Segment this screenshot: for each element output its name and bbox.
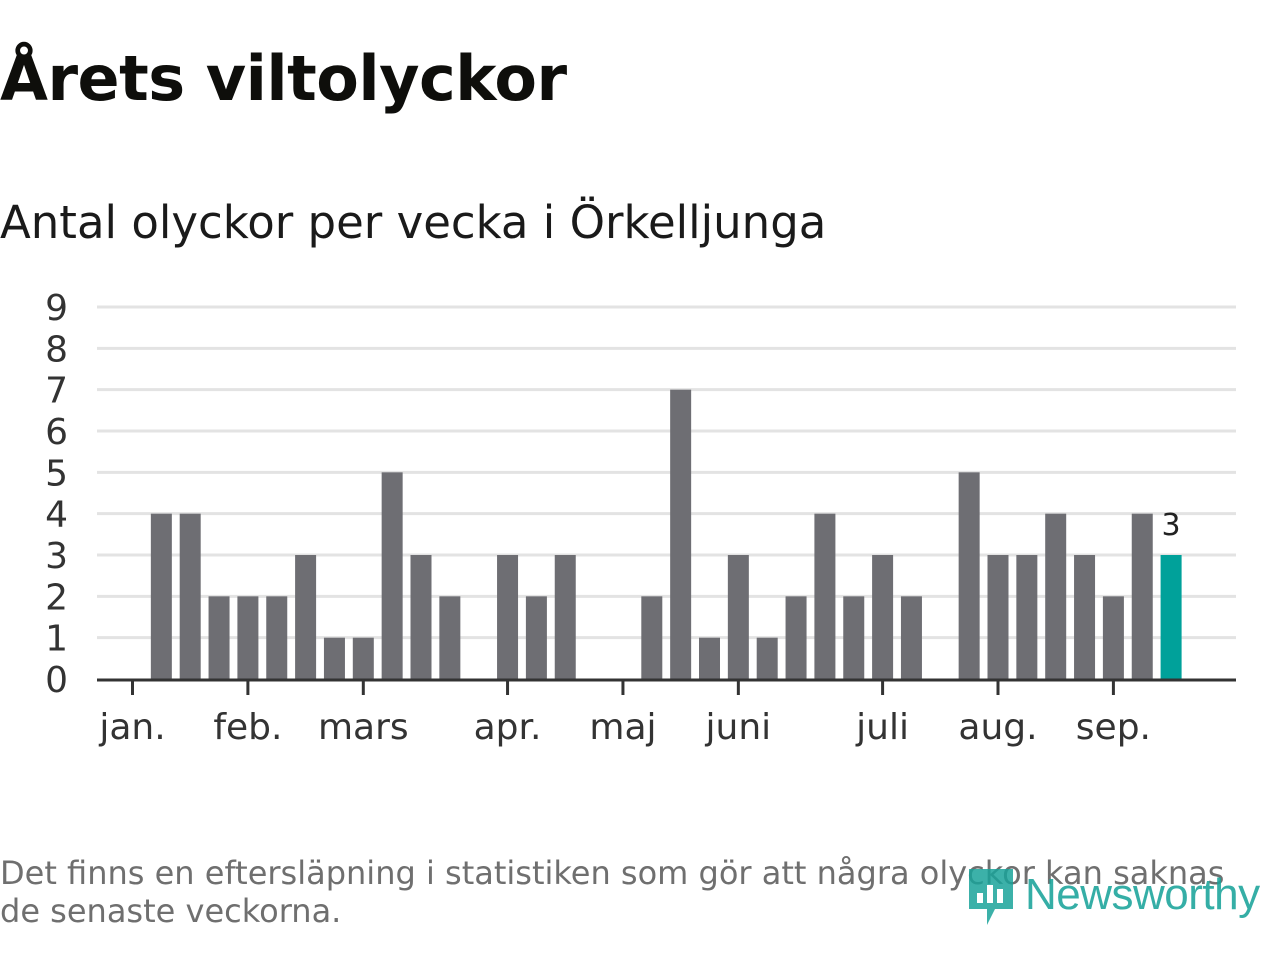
bar xyxy=(872,555,894,679)
bar xyxy=(208,596,230,679)
bar xyxy=(237,596,259,679)
y-tick-label: 5 xyxy=(45,453,68,494)
month-label: mars xyxy=(318,707,409,748)
x-axis-ticks: jan. feb. mars apr. maj juni juli aug. sep. xyxy=(98,679,1151,748)
bar xyxy=(497,555,519,679)
month-label: juni xyxy=(705,707,772,748)
month-label: jan. xyxy=(98,707,165,748)
bar xyxy=(987,555,1009,679)
y-tick-label: 2 xyxy=(45,577,68,618)
bar xyxy=(266,596,288,679)
y-tick-label: 3 xyxy=(45,536,68,577)
bar xyxy=(1102,596,1124,679)
newsworthy-logo: Newsworthy xyxy=(965,862,1260,928)
bar xyxy=(410,555,432,679)
bar xyxy=(554,555,576,679)
y-tick-label: 6 xyxy=(45,412,68,453)
y-tick-label: 9 xyxy=(45,288,68,329)
month-label: maj xyxy=(589,707,656,748)
bar xyxy=(323,637,345,679)
chart-subtitle: Antal olyckor per vecka i Örkelljunga xyxy=(0,196,827,249)
bar-highlight xyxy=(1160,555,1182,679)
bar xyxy=(439,596,461,679)
bar xyxy=(785,596,807,679)
data-labels: 3 xyxy=(1162,508,1181,543)
y-tick-label: 8 xyxy=(45,329,68,370)
bar xyxy=(814,513,836,679)
bars xyxy=(150,389,1182,679)
bar xyxy=(1131,513,1153,679)
bar xyxy=(843,596,865,679)
bar xyxy=(381,472,403,679)
newsworthy-logo-icon xyxy=(969,869,1013,925)
bar xyxy=(1074,555,1096,679)
bar xyxy=(900,596,922,679)
logo-text: Newsworthy xyxy=(1025,870,1260,919)
bar xyxy=(670,389,692,679)
bar xyxy=(727,555,749,679)
bar xyxy=(1016,555,1038,679)
bar xyxy=(699,637,720,679)
bar xyxy=(352,637,374,679)
month-label: aug. xyxy=(958,707,1037,748)
bar xyxy=(150,513,172,679)
bar xyxy=(1045,513,1067,679)
month-label: sep. xyxy=(1076,707,1151,748)
bar xyxy=(525,596,547,679)
y-tick-label: 1 xyxy=(45,619,68,660)
footnote: Det finns en eftersläpning i statistiken… xyxy=(0,854,1225,930)
bar xyxy=(958,472,980,679)
month-label: feb. xyxy=(213,707,282,748)
month-label: apr. xyxy=(474,707,542,748)
y-tick-label: 0 xyxy=(45,660,68,701)
bar xyxy=(756,637,778,679)
y-tick-label: 4 xyxy=(45,495,68,536)
bar xyxy=(641,596,663,679)
highlight-value-label: 3 xyxy=(1162,508,1181,543)
y-tick-label: 7 xyxy=(45,371,68,412)
bar xyxy=(179,513,201,679)
chart-title: Årets viltolyckor xyxy=(0,42,567,115)
bar xyxy=(295,555,317,679)
month-label: juli xyxy=(855,707,909,748)
